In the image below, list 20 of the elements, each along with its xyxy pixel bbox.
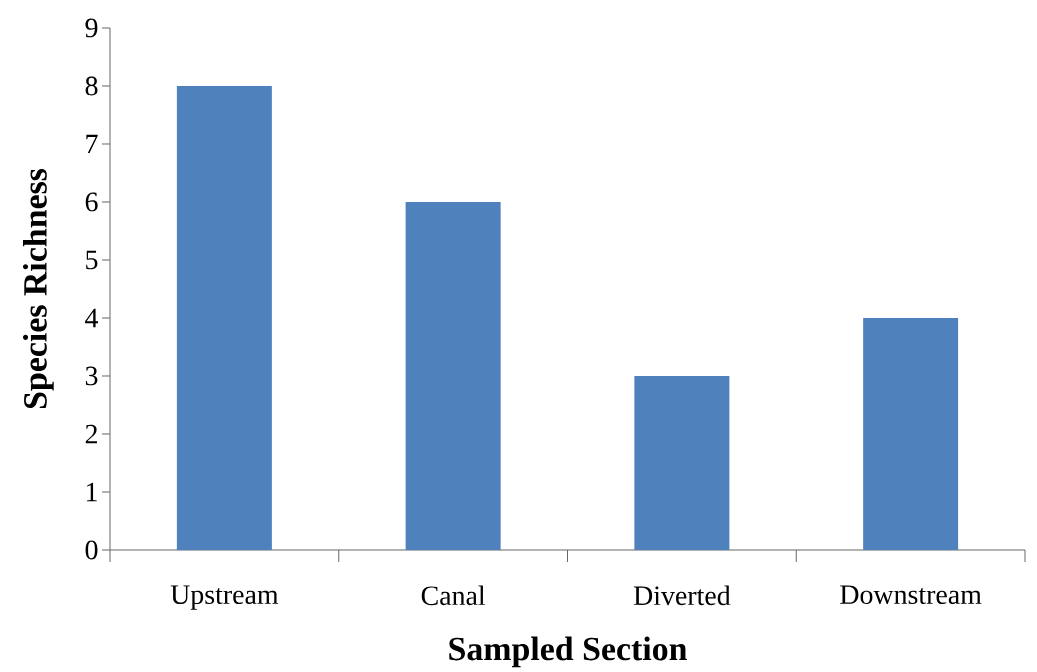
x-tick-label: Upstream [170,585,279,610]
y-tick-label: 4 [85,308,99,328]
y-tick-label: 3 [85,366,98,386]
y-tick-label: 6 [85,192,98,212]
y-tick-label: 2 [85,424,97,444]
x-tick-label: Diverted [633,585,731,606]
y-tick-label: 9 [85,18,98,38]
y-tick-label: 7 [86,134,98,154]
y-axis-title: Species Richness [22,168,54,409]
x-tick-label: Canal [421,585,486,606]
bar [863,317,959,550]
x-axis-title: Sampled Section [449,636,687,668]
y-tick-label: 0 [85,540,98,560]
y-tick-label: 1 [86,482,97,502]
bar [176,85,272,550]
y-tick-label: 8 [85,76,98,96]
y-tick-label: 5 [86,250,98,270]
bar [634,375,730,550]
x-tick-label: Downstream [840,585,982,605]
bar [405,201,501,550]
